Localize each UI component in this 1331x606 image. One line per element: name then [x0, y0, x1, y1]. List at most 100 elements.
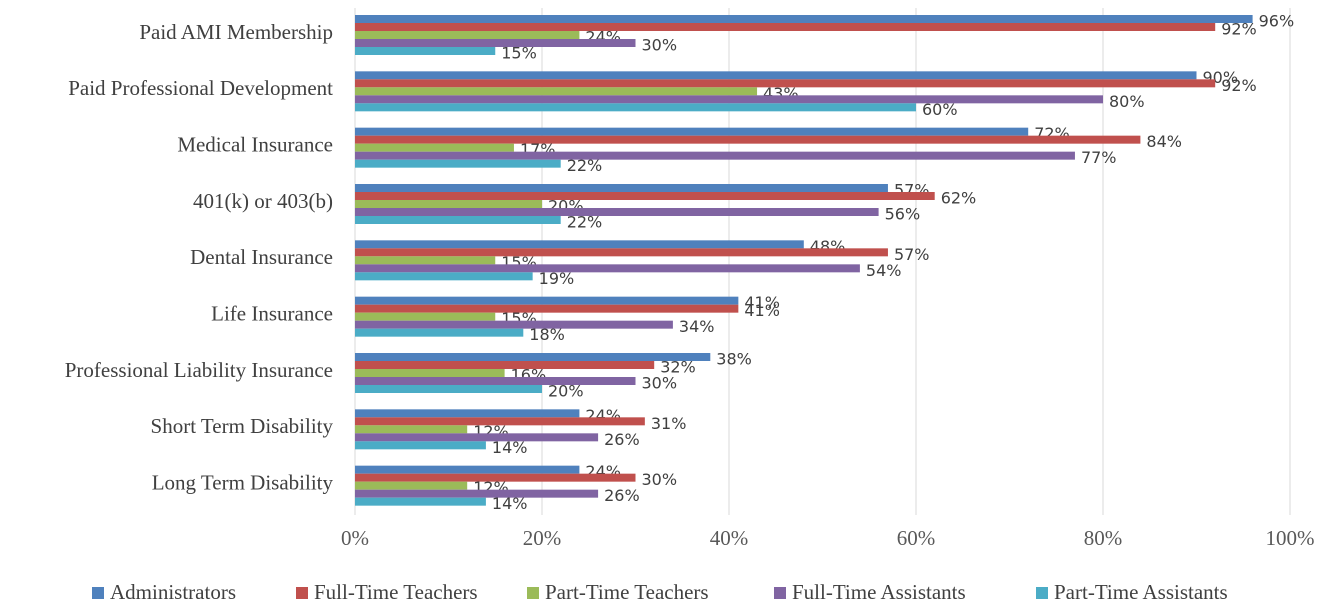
bar [355, 473, 636, 482]
data-label: 84% [1146, 132, 1182, 151]
bar [355, 465, 580, 474]
legend-swatch [774, 587, 786, 599]
bar [355, 312, 496, 321]
bar [355, 184, 888, 192]
bar [355, 103, 916, 112]
data-label: 22% [567, 156, 603, 175]
x-tick-label: 40% [710, 526, 749, 550]
bar [355, 192, 935, 200]
bar [355, 208, 879, 216]
bar [355, 87, 758, 96]
bar [355, 497, 486, 506]
data-label: 19% [539, 269, 575, 288]
bar [355, 256, 496, 265]
bar [355, 385, 542, 393]
bar [355, 216, 561, 224]
bar [355, 328, 524, 337]
data-label: 34% [679, 317, 715, 336]
data-label: 54% [866, 261, 902, 280]
bar [355, 135, 1141, 144]
data-label: 26% [604, 486, 640, 505]
bar [355, 304, 739, 313]
data-label: 92% [1221, 76, 1257, 95]
bar [355, 369, 505, 377]
category-label: Professional Liability Insurance [65, 358, 333, 382]
bar [355, 409, 580, 418]
x-tick-label: 60% [897, 526, 936, 550]
bar [355, 489, 599, 498]
bar [355, 159, 561, 168]
data-label: 41% [744, 293, 780, 312]
bar [355, 151, 1075, 160]
category-label: Short Term Disability [151, 414, 334, 438]
data-label: 22% [567, 213, 603, 232]
bar [355, 71, 1197, 80]
bar [355, 79, 1216, 88]
bar [355, 31, 580, 39]
data-label: 15% [501, 44, 537, 63]
data-label: 20% [548, 382, 584, 401]
legend-swatch [296, 587, 308, 599]
bar [355, 15, 1253, 23]
data-label: 80% [1109, 92, 1145, 111]
legend-swatch [92, 587, 104, 599]
bar [355, 47, 496, 55]
data-label: 96% [1259, 12, 1295, 31]
bar [355, 264, 860, 273]
legend-label: Full-Time Teachers [314, 580, 478, 604]
data-label: 30% [642, 36, 678, 55]
x-tick-label: 100% [1266, 526, 1315, 550]
data-label: 77% [1081, 148, 1117, 167]
category-label: Medical Insurance [177, 132, 333, 156]
legend-label: Part-Time Assistants [1054, 580, 1228, 604]
data-label: 18% [529, 325, 565, 344]
data-label: 62% [941, 189, 977, 208]
legend-swatch [527, 587, 539, 599]
bar [355, 200, 542, 208]
bar [355, 95, 1103, 104]
bar [355, 296, 739, 305]
bar [355, 127, 1029, 136]
bar [355, 361, 655, 369]
legend-label: Part-Time Teachers [545, 580, 709, 604]
category-label: Dental Insurance [190, 245, 333, 269]
data-label: 31% [651, 414, 687, 433]
bar [355, 433, 599, 442]
data-label: 14% [492, 438, 528, 457]
legend-label: Full-Time Assistants [792, 580, 966, 604]
bar [355, 143, 514, 152]
bar [355, 23, 1216, 31]
bar [355, 320, 673, 329]
data-label: 57% [894, 245, 930, 264]
bar [355, 240, 804, 249]
bar [355, 248, 888, 257]
bar [355, 481, 468, 490]
category-label: Long Term Disability [152, 470, 334, 494]
bar [355, 39, 636, 47]
data-label: 92% [1221, 20, 1257, 39]
category-label: Paid Professional Development [68, 76, 333, 100]
x-tick-label: 80% [1084, 526, 1123, 550]
bar [355, 417, 645, 426]
legend-label: Administrators [110, 580, 236, 604]
data-label: 32% [660, 358, 696, 377]
data-label: 41% [744, 301, 780, 320]
bar [355, 272, 533, 281]
category-label: Life Insurance [211, 301, 333, 325]
bar [355, 425, 468, 434]
bar [355, 353, 711, 361]
bar [355, 377, 636, 385]
legend-swatch [1036, 587, 1048, 599]
bar [355, 441, 486, 450]
category-label: 401(k) or 403(b) [193, 189, 333, 213]
x-tick-label: 0% [341, 526, 369, 550]
x-tick-label: 20% [523, 526, 562, 550]
data-label: 60% [922, 100, 958, 119]
data-label: 30% [642, 470, 678, 489]
data-label: 30% [642, 374, 678, 393]
data-label: 38% [716, 350, 752, 369]
data-label: 56% [885, 205, 921, 224]
category-label: Paid AMI Membership [139, 20, 333, 44]
data-label: 14% [492, 494, 528, 513]
